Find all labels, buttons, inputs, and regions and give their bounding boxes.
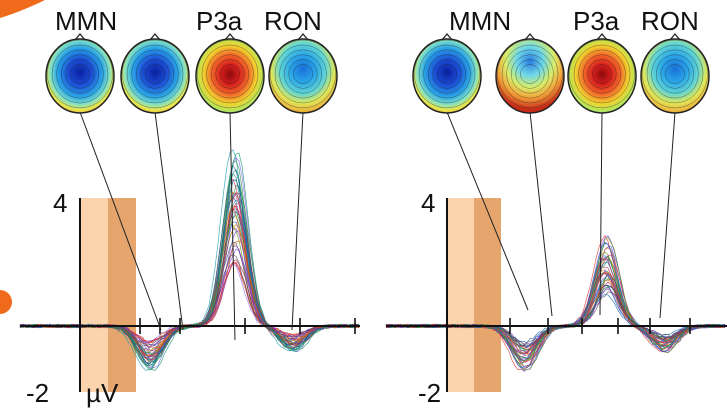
left-panel bbox=[19, 32, 360, 392]
topomap-4 bbox=[640, 32, 710, 114]
topomap-connector bbox=[659, 111, 676, 319]
left-unit-label: µV bbox=[86, 378, 119, 408]
left-label-mmn: MMN bbox=[55, 6, 118, 36]
topomap-connector bbox=[529, 111, 553, 317]
topomap-connector bbox=[446, 111, 529, 311]
baseline-window-dark bbox=[474, 198, 501, 392]
topomap-connector bbox=[79, 111, 162, 331]
topomap-connector bbox=[291, 111, 304, 331]
left-y-max-label: 4 bbox=[53, 188, 68, 218]
erp-trace bbox=[385, 293, 726, 344]
left-y-min-label: -2 bbox=[26, 378, 50, 408]
erp-trace bbox=[385, 235, 726, 372]
erp-trace bbox=[385, 234, 726, 371]
erp-trace bbox=[385, 241, 726, 368]
topomap-2 bbox=[495, 32, 565, 114]
topomap-3 bbox=[567, 32, 637, 114]
baseline-window-dark bbox=[108, 198, 136, 392]
erp-trace bbox=[385, 242, 726, 370]
topomap-connector bbox=[154, 111, 184, 331]
right-y-min-label: -2 bbox=[418, 378, 442, 408]
erp-trace bbox=[385, 266, 726, 358]
erp-trace bbox=[385, 257, 726, 361]
left-label-ron: RON bbox=[264, 6, 322, 36]
erp-trace bbox=[385, 285, 726, 347]
erp-trace bbox=[385, 245, 726, 369]
decorative-arc bbox=[0, 0, 45, 18]
erp-trace bbox=[385, 236, 726, 371]
right-label-mmn: MMN bbox=[449, 6, 512, 36]
topomap-3 bbox=[195, 32, 265, 114]
topomap-2 bbox=[120, 32, 190, 114]
right-label-p3a: P3a bbox=[573, 6, 620, 36]
right-y-max-label: 4 bbox=[421, 188, 436, 218]
topomap-connector bbox=[599, 111, 603, 316]
left-label-p3a: P3a bbox=[196, 6, 243, 36]
topomap-connector bbox=[229, 111, 236, 341]
right-label-ron: RON bbox=[641, 6, 699, 36]
topomap-1 bbox=[45, 32, 115, 114]
right-panel bbox=[385, 32, 727, 392]
decorative-dot bbox=[0, 290, 12, 314]
erp-trace bbox=[385, 254, 726, 362]
topomap-1 bbox=[412, 32, 482, 114]
erp-trace bbox=[385, 247, 726, 367]
topomap-4 bbox=[268, 32, 338, 114]
